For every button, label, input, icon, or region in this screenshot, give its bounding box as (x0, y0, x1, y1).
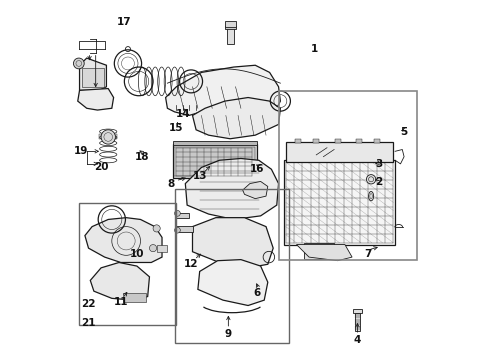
Text: 3: 3 (375, 159, 382, 169)
Polygon shape (185, 158, 278, 220)
Polygon shape (80, 58, 106, 90)
Text: 18: 18 (135, 152, 149, 162)
Polygon shape (90, 262, 149, 300)
Text: 9: 9 (224, 329, 231, 339)
Bar (122, 293, 145, 302)
Polygon shape (78, 89, 113, 110)
Text: 7: 7 (364, 248, 371, 258)
Text: 22: 22 (81, 299, 96, 309)
Circle shape (153, 225, 160, 232)
Bar (99, 134, 117, 139)
Text: 20: 20 (94, 162, 108, 172)
Bar (225, 22, 235, 27)
Bar (174, 213, 188, 218)
Bar (79, 203, 175, 325)
Text: 11: 11 (113, 297, 128, 307)
Text: 21: 21 (81, 319, 96, 328)
Text: 14: 14 (176, 109, 190, 119)
Text: 8: 8 (167, 179, 174, 189)
Text: 13: 13 (192, 171, 206, 181)
Text: 10: 10 (129, 248, 144, 258)
Bar (174, 226, 192, 232)
Bar (174, 147, 254, 176)
Polygon shape (296, 244, 351, 261)
Circle shape (149, 244, 156, 252)
Text: 12: 12 (183, 259, 198, 269)
Polygon shape (192, 98, 280, 139)
Polygon shape (192, 218, 273, 268)
Bar (172, 144, 257, 178)
Bar (373, 139, 379, 143)
Polygon shape (85, 218, 162, 262)
Bar (285, 142, 392, 162)
Bar (295, 139, 301, 143)
Bar (284, 160, 394, 244)
Circle shape (101, 130, 115, 144)
Bar (278, 91, 416, 260)
Text: 15: 15 (169, 123, 183, 133)
Bar (225, 26, 235, 30)
Bar (354, 313, 359, 330)
Circle shape (73, 58, 84, 69)
Polygon shape (165, 65, 280, 116)
Circle shape (366, 175, 375, 184)
Text: 16: 16 (249, 164, 264, 174)
Text: 5: 5 (400, 127, 407, 136)
Text: 1: 1 (310, 44, 317, 54)
Polygon shape (198, 260, 267, 306)
Circle shape (174, 211, 180, 216)
Polygon shape (242, 181, 267, 199)
Bar (227, 27, 233, 44)
Bar (334, 139, 340, 143)
Bar (356, 139, 362, 143)
Text: 6: 6 (253, 288, 260, 298)
Ellipse shape (368, 192, 373, 201)
Bar (303, 243, 333, 259)
Bar (172, 141, 257, 145)
Bar (156, 245, 167, 252)
Circle shape (174, 227, 180, 233)
Bar (352, 309, 362, 314)
Text: 17: 17 (117, 17, 131, 27)
Bar (313, 139, 319, 143)
Text: 4: 4 (353, 334, 361, 345)
Text: 19: 19 (74, 146, 88, 156)
Bar (82, 68, 104, 87)
Bar (174, 189, 289, 343)
Text: 2: 2 (375, 177, 382, 187)
